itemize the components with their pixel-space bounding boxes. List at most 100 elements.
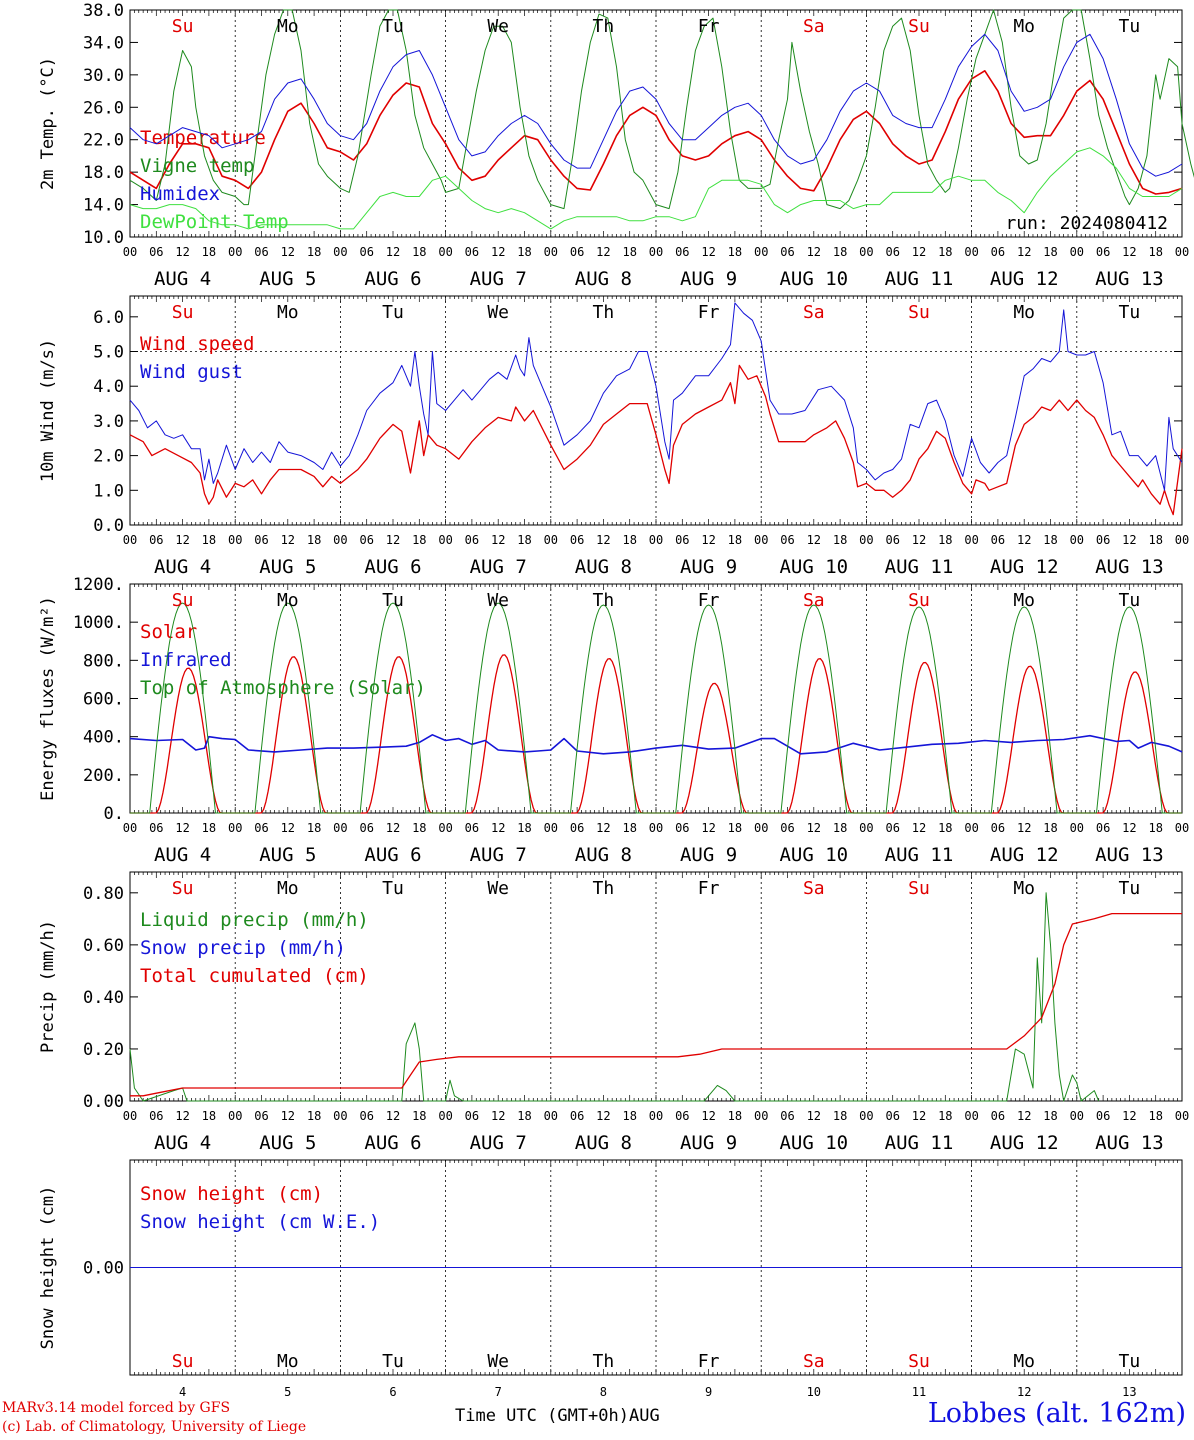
date-label: AUG 8 [575, 268, 632, 290]
hour-label: 00 [228, 1109, 242, 1123]
weekday-label: Su [172, 16, 194, 37]
date-label: AUG 4 [154, 556, 211, 578]
date-label: AUG 11 [885, 268, 954, 290]
hour-label: 06 [1096, 821, 1110, 835]
weekday-label: Sa [803, 302, 825, 323]
hour-label: 12 [1017, 245, 1031, 259]
hour-label: 18 [517, 533, 531, 547]
hour-label: 18 [307, 821, 321, 835]
hour-label: 18 [412, 1109, 426, 1123]
hour-label: 00 [1175, 245, 1189, 259]
date-label: AUG 8 [575, 556, 632, 578]
y-tick-label: 0.40 [83, 988, 124, 1008]
hour-label: 06 [885, 245, 899, 259]
station-name: Lobbes (alt. 162m) [927, 1398, 1186, 1429]
weekday-label: Su [908, 878, 930, 899]
hour-label: 06 [675, 533, 689, 547]
hour-label: 06 [149, 533, 163, 547]
y-tick-label: 600. [83, 690, 124, 710]
y-tick-label: 26.0 [83, 98, 124, 118]
hour-label: 12 [175, 533, 189, 547]
date-label: AUG 8 [575, 1132, 632, 1154]
hour-label: 06 [991, 1109, 1005, 1123]
y-tick-label: 1200. [73, 575, 124, 595]
hour-label: 00 [964, 1109, 978, 1123]
y-tick-label: 3.0 [93, 412, 124, 432]
hour-label: 12 [1017, 533, 1031, 547]
weekday-label: Mo [1013, 590, 1035, 611]
hour-label: 18 [412, 533, 426, 547]
legend-entry: Wind gust [140, 361, 243, 383]
weekday-label: Mo [277, 302, 299, 323]
legend-entry: Total cumulated (cm) [140, 965, 369, 987]
y-tick-label: 0.00 [83, 1259, 124, 1279]
weekday-label: Su [908, 302, 930, 323]
y-tick-label: 22.0 [83, 131, 124, 151]
y-tick-label: 30.0 [83, 66, 124, 86]
hour-label: 06 [570, 533, 584, 547]
legend-entry: Liquid precip (mm/h) [140, 909, 369, 931]
hour-label: 06 [1096, 1109, 1110, 1123]
y-tick-label: 0.60 [83, 936, 124, 956]
y-tick-label: 38.0 [83, 1, 124, 21]
weekday-label: Tu [1119, 590, 1141, 611]
legend-entry: Humidex [140, 183, 220, 205]
hour-label: 06 [149, 821, 163, 835]
hour-label: 12 [281, 1109, 295, 1123]
hour-label: 18 [412, 821, 426, 835]
hour-label: 12 [386, 1109, 400, 1123]
series-line-total-cumulated-cm [130, 912, 1182, 1097]
hour-label: 18 [938, 245, 952, 259]
date-label: AUG 7 [470, 556, 527, 578]
hour-label: 12 [491, 821, 505, 835]
hour-label: 12 [701, 245, 715, 259]
hour-label: 12 [175, 821, 189, 835]
weekday-label: Sa [803, 1351, 825, 1372]
date-number: 9 [705, 1385, 712, 1399]
hour-label: 00 [649, 821, 663, 835]
date-label: AUG 11 [885, 844, 954, 866]
hour-label: 12 [1017, 1109, 1031, 1123]
hour-label: 00 [649, 1109, 663, 1123]
date-label: AUG 4 [154, 844, 211, 866]
y-tick-label: 0. [104, 804, 124, 824]
hour-label: 06 [780, 533, 794, 547]
hour-label: 12 [386, 245, 400, 259]
hour-label: 00 [544, 1109, 558, 1123]
date-label: AUG 11 [885, 1132, 954, 1154]
run-label: run: 2024080412 [1005, 213, 1168, 234]
weekday-label: Fr [698, 590, 720, 611]
weekday-label: Su [908, 1351, 930, 1372]
hour-label: 00 [859, 1109, 873, 1123]
hour-label: 06 [1096, 245, 1110, 259]
hour-label: 00 [1070, 1109, 1084, 1123]
hour-label: 00 [754, 1109, 768, 1123]
weekday-label: Mo [1013, 16, 1035, 37]
hour-label: 00 [333, 821, 347, 835]
hour-label: 00 [333, 1109, 347, 1123]
weekday-label: Mo [277, 878, 299, 899]
y-tick-label: 1000. [73, 613, 124, 633]
hour-label: 06 [149, 1109, 163, 1123]
date-number: 12 [1017, 1385, 1031, 1399]
weekday-label: Mo [1013, 1351, 1035, 1372]
hour-label: 00 [964, 533, 978, 547]
hour-label: 18 [728, 533, 742, 547]
date-label: AUG 7 [470, 268, 527, 290]
y-tick-label: 5.0 [93, 343, 124, 363]
hour-label: 00 [964, 821, 978, 835]
hour-label: 12 [912, 821, 926, 835]
hour-label: 06 [359, 821, 373, 835]
hour-label: 00 [333, 245, 347, 259]
hour-label: 18 [307, 245, 321, 259]
legend-entry: Top of Atmosphere (Solar) [140, 677, 426, 699]
series-line-temperature [129, 70, 1183, 195]
weekday-label: We [487, 302, 509, 323]
hour-label: 12 [807, 821, 821, 835]
hour-label: 12 [701, 533, 715, 547]
hour-label: 12 [281, 821, 295, 835]
weekday-label: Th [593, 590, 615, 611]
hour-label: 12 [1017, 821, 1031, 835]
hour-label: 00 [438, 821, 452, 835]
